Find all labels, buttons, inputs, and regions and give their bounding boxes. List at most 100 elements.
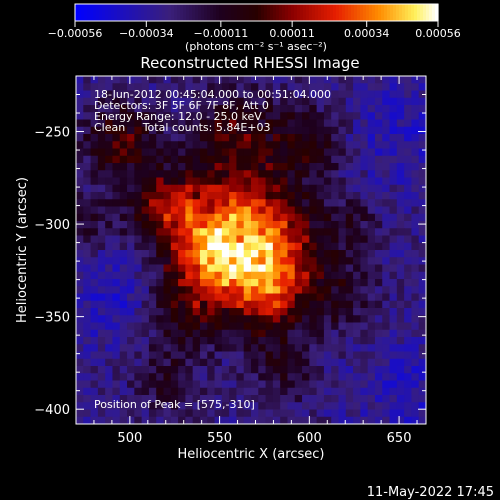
heatmap-cell [90, 112, 99, 120]
heatmap-cell [134, 402, 143, 410]
heatmap-cell [382, 380, 391, 389]
heatmap-cell [265, 344, 274, 352]
heatmap-cell [265, 76, 274, 84]
heatmap-cell [338, 177, 347, 186]
colorbar-cell [420, 4, 424, 21]
heatmap-cell [221, 90, 230, 99]
heatmap-cell [323, 395, 332, 403]
colorbar-cell [156, 4, 160, 21]
heatmap-cell [185, 184, 194, 193]
heatmap-cell [294, 250, 303, 258]
heatmap-cell [214, 279, 223, 287]
heatmap-cell [199, 112, 208, 120]
colorbar-cell [303, 4, 307, 21]
heatmap-cell [141, 119, 150, 128]
heatmap-cell [170, 344, 179, 352]
heatmap-cell [76, 199, 84, 207]
heatmap-cell [207, 409, 216, 418]
heatmap-cell [367, 148, 376, 157]
heatmap-cell [353, 141, 361, 149]
heatmap-cell [156, 402, 164, 410]
heatmap-cell [389, 337, 398, 345]
heatmap-cell [396, 271, 405, 280]
heatmap-cell [229, 351, 237, 360]
heatmap-cell [170, 192, 179, 200]
heatmap-cell [163, 293, 172, 302]
heatmap-cell [404, 148, 412, 157]
heatmap-cell [170, 170, 179, 178]
heatmap-cell [119, 308, 128, 316]
heatmap-cell [411, 322, 420, 331]
heatmap-cell [309, 315, 318, 323]
heatmap-cell [199, 395, 208, 403]
heatmap-cell [170, 206, 179, 215]
heatmap-cell [404, 83, 412, 91]
heatmap-cell [163, 148, 172, 157]
heatmap-cell [404, 380, 412, 389]
heatmap-cell [97, 155, 106, 164]
heatmap-cell [119, 112, 128, 120]
heatmap-cell [258, 300, 267, 309]
heatmap-cell [404, 90, 412, 99]
heatmap-cell [272, 286, 281, 294]
heatmap-cell [105, 148, 113, 157]
y-axis: −250−300−350−400 [34, 75, 426, 418]
heatmap-cell [236, 402, 245, 410]
heatmap-cell [382, 177, 391, 186]
heatmap-cell [294, 199, 303, 207]
heatmap-cell [170, 366, 179, 374]
heatmap-cell [353, 366, 361, 374]
colorbar-cell [315, 4, 319, 21]
heatmap-cell [367, 126, 376, 135]
heatmap-cell [119, 358, 128, 367]
heatmap-cell [338, 380, 347, 389]
heatmap-cell [119, 235, 128, 244]
colorbar-cell [162, 4, 166, 21]
heatmap-cell [418, 112, 427, 120]
heatmap-cell [374, 300, 383, 309]
heatmap-cell [360, 329, 369, 338]
heatmap-cell [418, 351, 427, 360]
heatmap-cell [323, 271, 332, 280]
heatmap-cell [367, 286, 376, 294]
heatmap-cell [316, 119, 325, 128]
heatmap-cell [258, 155, 267, 164]
heatmap-cell [214, 141, 223, 149]
heatmap-cell [214, 337, 223, 345]
heatmap-cell [258, 358, 267, 367]
heatmap-cell [302, 170, 310, 178]
heatmap-cell [367, 257, 376, 265]
heatmap-cell [360, 395, 369, 403]
heatmap-cell [294, 206, 303, 215]
heatmap-cell [141, 402, 150, 410]
heatmap-cell [236, 322, 245, 331]
colorbar-cell [165, 4, 169, 21]
heatmap-cell [90, 351, 99, 360]
colorbar-unit-label: (photons cm⁻² s⁻¹ asec⁻²) [185, 40, 327, 53]
heatmap-cell [214, 329, 223, 338]
heatmap-cell [302, 279, 310, 287]
heatmap-cell [192, 387, 201, 396]
heatmap-cell [178, 373, 186, 381]
heatmap-cell [192, 337, 201, 345]
heatmap-cell [105, 83, 113, 91]
heatmap-cell [90, 416, 99, 425]
heatmap-cell [127, 213, 135, 222]
heatmap-cell [119, 170, 128, 178]
heatmap-cell [127, 206, 135, 215]
heatmap-cell [294, 90, 303, 99]
heatmap-cell [112, 300, 121, 309]
heatmap-cell [163, 206, 172, 215]
heatmap-cell [316, 76, 325, 84]
heatmap-cell [294, 148, 303, 157]
heatmap-cell [280, 344, 288, 352]
heatmap-cell [112, 228, 121, 236]
heatmap-cell [90, 300, 99, 309]
heatmap-cell [294, 97, 303, 106]
heatmap-cell [353, 126, 361, 135]
heatmap-cell [236, 184, 245, 193]
colorbar-cell [93, 4, 97, 21]
heatmap-cell [360, 105, 369, 113]
heatmap-cell [112, 358, 121, 367]
heatmap-cell [207, 387, 216, 396]
